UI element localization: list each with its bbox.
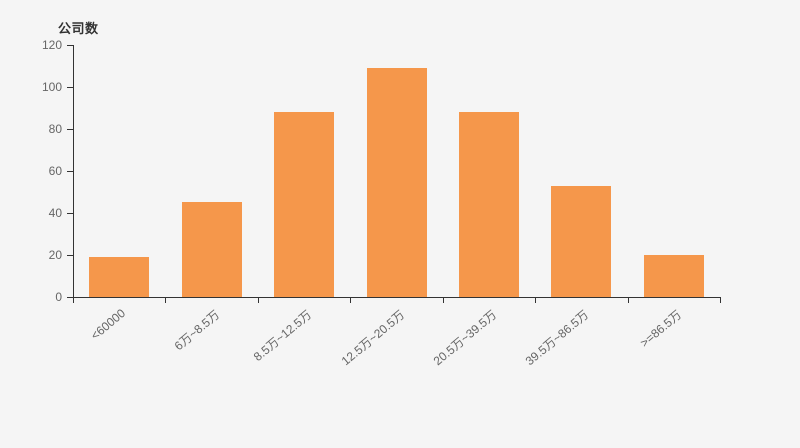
y-axis-tick [67,45,73,46]
bars-layer [73,45,720,297]
x-axis-tick-label: 8.5万~12.5万 [250,307,315,364]
bar-chart: 公司数 0 20 40 60 80 100 120 <60000 6万~8.5万 8.5万~12… [41,21,721,368]
y-axis-tick-label: 0 [55,290,62,304]
x-axis-tick [720,297,721,303]
y-axis-tick-label: 20 [48,248,62,262]
y-axis-tick-label: 60 [48,164,62,178]
x-axis-tick [258,297,259,303]
bar[interactable] [182,202,242,297]
y-axis-tick [67,297,73,298]
y-axis-tick [67,171,73,172]
y-axis-tick-label: 100 [41,80,62,94]
x-axis-tick-label: <60000 [88,306,128,343]
y-axis-tick-label: 40 [48,206,62,220]
y-axis-tick-label: 120 [41,38,62,52]
bar[interactable] [367,68,427,297]
y-axis-tick [67,129,73,130]
bar[interactable] [274,112,334,297]
y-axis-line [73,45,74,298]
x-axis-tick [628,297,629,303]
x-axis-tick [165,297,166,303]
x-axis-tick [535,297,536,303]
x-axis-tick [350,297,351,303]
y-axis-tick [67,255,73,256]
x-axis-tick-label: 20.5万~39.5万 [430,307,500,369]
bar[interactable] [89,257,149,297]
bar[interactable] [459,112,519,297]
x-axis-tick-label: 6万~8.5万 [171,307,223,354]
x-axis-line [73,297,721,298]
chart-title: 公司数 [58,21,99,36]
x-axis-tick-label: 39.5万~86.5万 [522,307,592,369]
y-axis-tick [67,213,73,214]
y-axis-tick [67,87,73,88]
bar[interactable] [551,186,611,297]
x-axis-tick-label: 12.5万~20.5万 [338,307,408,369]
y-axis-tick-label: 80 [48,122,62,136]
bar[interactable] [644,255,704,297]
x-axis-tick [443,297,444,303]
x-axis-tick-label: >=86.5万 [637,307,685,350]
x-axis-tick [73,297,74,303]
